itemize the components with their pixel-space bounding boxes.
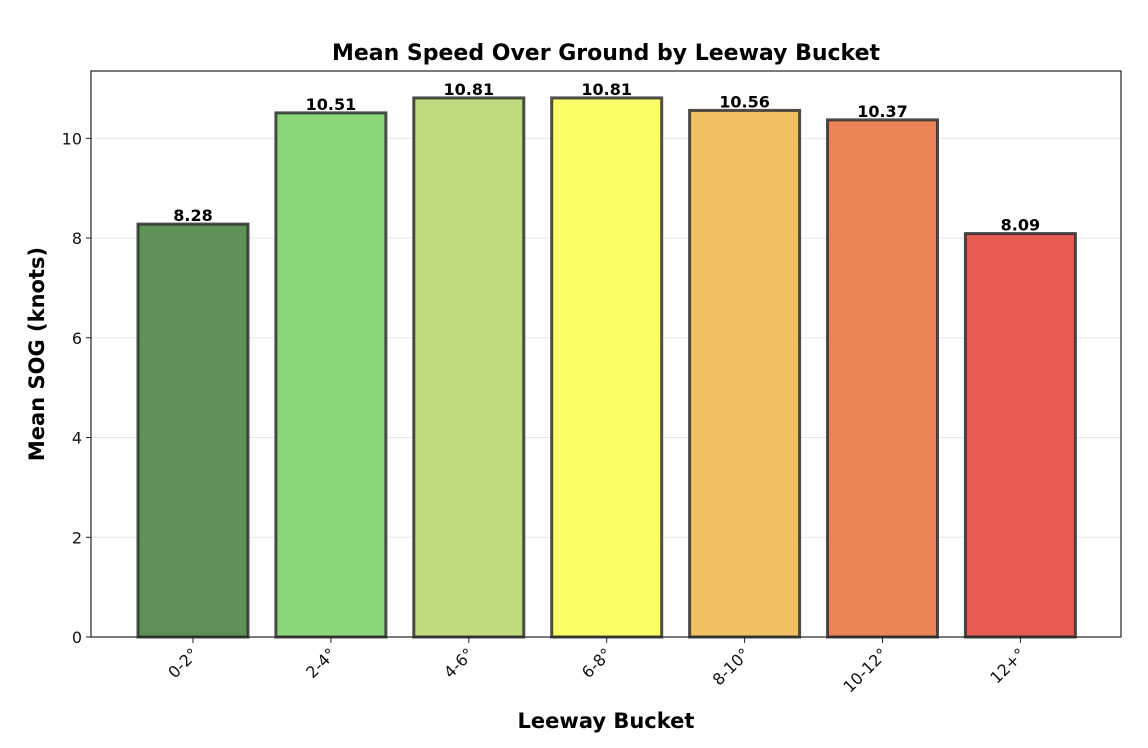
plot-frame <box>90 70 1122 638</box>
y-tick-label: 2 <box>72 528 82 547</box>
x-tick-label: 8-10° <box>709 644 754 689</box>
x-tick-label: 12+° <box>986 644 1029 687</box>
bar-value-label: 10.56 <box>719 92 770 111</box>
x-tick-label: 6-8° <box>578 644 616 682</box>
y-tick-label: 10 <box>62 129 82 148</box>
bar-value-label: 10.81 <box>443 80 494 99</box>
bar <box>412 96 526 639</box>
chart-title: Mean Speed Over Ground by Leeway Bucket <box>332 41 881 66</box>
bar <box>963 232 1077 639</box>
x-tick-label: 2-4° <box>302 644 340 682</box>
bar <box>826 118 939 639</box>
y-tick-label: 8 <box>72 229 82 248</box>
bar <box>136 222 250 639</box>
x-axis: 0-2° 2-4° 4-6° 6-8° 8-10° 10-12° 12+° <box>164 637 1029 696</box>
y-tick-label: 4 <box>72 429 82 448</box>
x-axis-label: Leeway Bucket <box>518 709 695 733</box>
x-tick-label: 4-6° <box>440 644 478 682</box>
x-tick-label: 10-12° <box>839 644 891 696</box>
bar-value-label: 8.09 <box>1001 216 1040 235</box>
y-tick-label: 0 <box>72 628 82 647</box>
bar <box>688 108 802 639</box>
x-tick-label: 0-2° <box>164 644 202 682</box>
y-axis: 0 2 4 6 8 10 <box>62 129 91 647</box>
bar <box>274 111 388 639</box>
bar-value-label: 8.28 <box>173 206 212 225</box>
bar <box>550 96 664 639</box>
y-axis-label: Mean SOG (knots) <box>25 247 49 461</box>
bar-value-label: 10.81 <box>581 80 632 99</box>
bar-value-label: 10.37 <box>857 102 908 121</box>
bars: 8.28 10.51 10.81 10.81 10.56 10.37 8.09 <box>136 80 1077 639</box>
y-tick-label: 6 <box>72 329 82 348</box>
bar-value-label: 10.51 <box>306 95 357 114</box>
